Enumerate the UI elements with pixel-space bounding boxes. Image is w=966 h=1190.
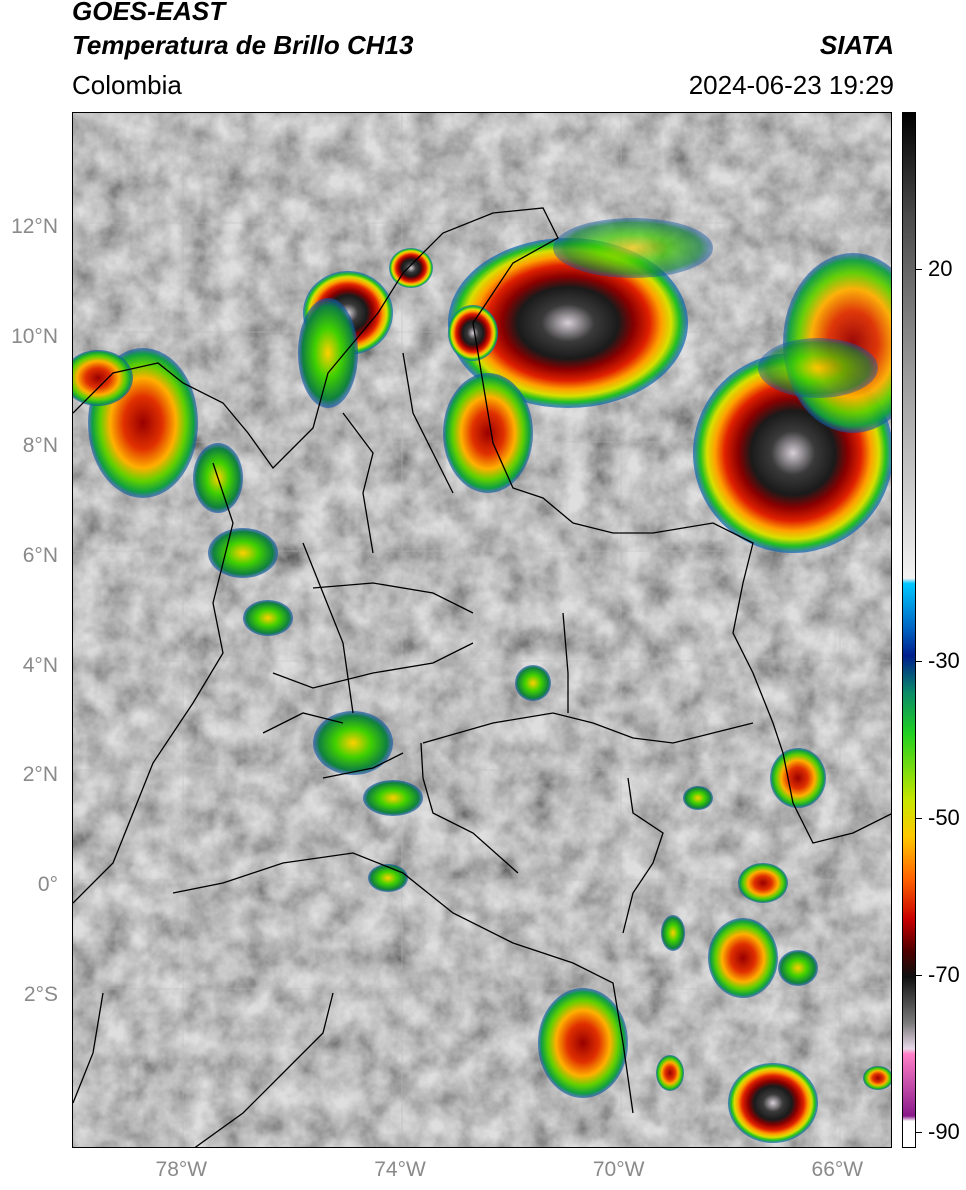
colorbar-tick-label: -90 (928, 1119, 960, 1145)
brand-label: SIATA (819, 30, 894, 60)
region-label: Colombia (72, 70, 182, 100)
satellite-map[interactable] (72, 112, 892, 1148)
country-borders (73, 207, 891, 1147)
colorbar-tick-label: -50 (928, 805, 960, 831)
lon-tick-label: 74°W (374, 1158, 426, 1181)
lat-tick-label: 2°N (22, 763, 58, 787)
colorbar-tick-mark (916, 818, 922, 820)
lat-tick-label: 4°N (22, 653, 58, 677)
lon-tick-label: 78°W (155, 1158, 208, 1181)
colorbar-tick-mark (916, 661, 922, 663)
lat-tick-label: 6°N (22, 544, 58, 567)
satellite-title: GOES-EAST (72, 0, 226, 26)
lat-tick-label: 2°S (23, 982, 58, 1006)
lon-tick-label: 70°W (592, 1158, 645, 1181)
storm-cells (73, 218, 891, 1143)
map-canvas (73, 113, 891, 1147)
lon-tick-label: 66°W (811, 1158, 864, 1181)
colorbar-tick-label: 20 (928, 255, 953, 281)
colorbar-tick-label: -70 (928, 962, 960, 988)
colorbar (902, 112, 916, 1148)
colorbar-tick-mark (916, 268, 922, 270)
lat-tick-label: 12°N (11, 215, 58, 239)
colorbar-tick-mark (916, 1132, 922, 1134)
colorbar-tick-mark (916, 975, 922, 977)
colorbar-tick-label: -30 (928, 648, 960, 674)
product-title: Temperatura de Brillo CH13 (72, 30, 414, 60)
timestamp-label: 2024-06-23 19:29 (688, 70, 894, 100)
lat-tick-label: 0° (37, 872, 58, 896)
lat-tick-label: 8°N (22, 434, 58, 458)
lat-tick-label: 10°N (11, 324, 58, 348)
